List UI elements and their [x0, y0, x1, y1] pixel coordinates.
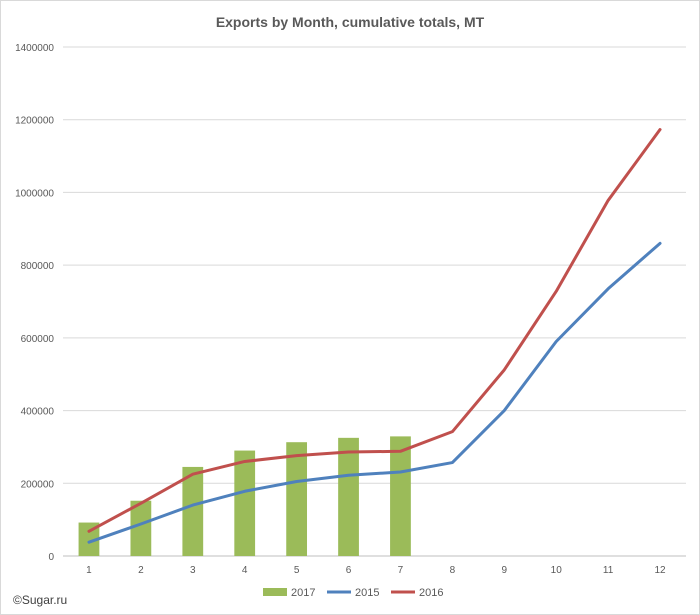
x-tick-label: 2	[138, 565, 144, 576]
y-tick-label: 1400000	[15, 43, 54, 54]
legend: 2017 2015 2016	[263, 587, 443, 599]
y-tick-label: 1000000	[15, 188, 54, 199]
x-tick-label: 10	[551, 565, 563, 576]
y-tick-label: 600000	[21, 334, 55, 345]
y-tick-label: 1200000	[15, 116, 54, 127]
legend-label-2016: 2016	[419, 587, 443, 599]
x-tick-label: 1	[86, 565, 92, 576]
bar-2017-7	[390, 436, 411, 556]
bar-2017-1	[78, 522, 100, 556]
watermark: ©Sugar.ru	[13, 593, 67, 607]
bar-2017-6	[338, 437, 359, 556]
bar-2017-3	[182, 466, 204, 556]
line-series-2016	[87, 128, 662, 533]
x-tick-label: 4	[242, 565, 248, 576]
x-tick-label: 6	[346, 565, 352, 576]
x-tick-label: 12	[654, 565, 666, 576]
x-tick-label: 8	[450, 565, 456, 576]
legend-swatch-2017	[263, 588, 287, 596]
bar-2017-5	[286, 442, 308, 556]
x-tick-label: 11	[603, 565, 614, 576]
y-tick-label: 200000	[21, 479, 55, 490]
legend-label-2017: 2017	[291, 587, 315, 599]
x-axis-ticks: 1 2 3 4 5 6 7 8 9 10 11 12	[86, 565, 666, 576]
line-series	[87, 128, 662, 544]
x-tick-label: 9	[502, 565, 508, 576]
x-tick-label: 5	[294, 565, 300, 576]
y-tick-label: 400000	[21, 407, 55, 418]
legend-label-2015: 2015	[355, 587, 379, 599]
x-tick-label: 3	[190, 565, 196, 576]
bar-2017-2	[130, 500, 152, 556]
bar-2017-4	[234, 450, 256, 556]
y-tick-label: 800000	[21, 261, 55, 272]
bar-series	[78, 436, 411, 556]
x-tick-label: 7	[398, 565, 404, 576]
gridlines	[63, 46, 686, 557]
chart-title: Exports by Month, cumulative totals, MT	[216, 14, 485, 30]
y-axis-ticks: 0 200000 400000 600000 800000 1000000 1200000 1…	[15, 43, 54, 563]
y-tick-label: 0	[48, 552, 54, 563]
line-series-2015	[87, 241, 662, 544]
